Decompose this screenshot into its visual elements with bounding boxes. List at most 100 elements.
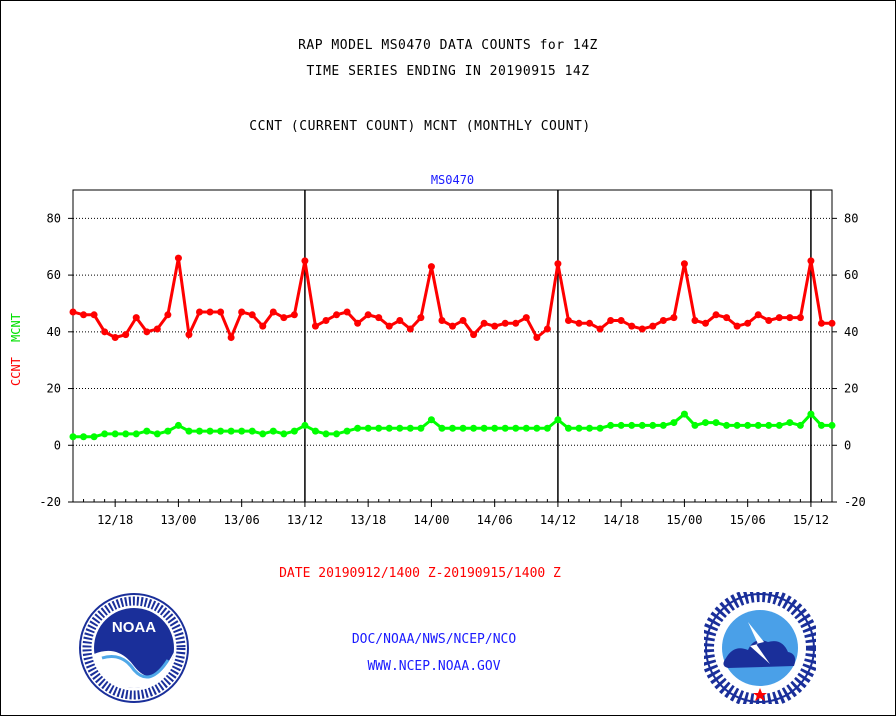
data-point-ccnt (406, 325, 414, 333)
data-point-ccnt (596, 325, 604, 333)
data-point-ccnt (607, 316, 615, 324)
data-point-mcnt (723, 421, 731, 429)
data-point-mcnt (375, 424, 383, 432)
data-point-mcnt (575, 424, 583, 432)
x-tick-label: 12/18 (97, 513, 133, 527)
data-point-mcnt (196, 427, 203, 435)
data-point-mcnt (227, 427, 235, 435)
data-point-ccnt (217, 308, 225, 316)
data-point-mcnt (459, 424, 467, 432)
data-point-mcnt (543, 424, 551, 432)
x-tick-label: 14/06 (477, 513, 513, 527)
data-point-ccnt (196, 308, 203, 316)
data-point-ccnt (248, 311, 256, 319)
data-point-ccnt (364, 311, 372, 319)
data-point-mcnt (733, 421, 741, 429)
data-point-mcnt (111, 430, 119, 438)
data-point-ccnt (659, 316, 667, 324)
y-tick-label-right: 20 (844, 382, 858, 396)
data-point-ccnt (322, 316, 330, 324)
data-point-mcnt (449, 424, 456, 432)
data-point-ccnt (101, 328, 109, 336)
data-point-ccnt (111, 333, 119, 341)
data-point-mcnt (343, 427, 351, 435)
x-tick-label: 14/18 (603, 513, 639, 527)
data-point-ccnt (459, 316, 467, 324)
data-point-mcnt (417, 424, 425, 432)
data-point-ccnt (807, 257, 815, 265)
data-point-ccnt (480, 319, 488, 327)
y-tick-label-right: -20 (844, 495, 866, 509)
data-point-mcnt (470, 424, 478, 432)
data-point-ccnt (744, 319, 752, 327)
website-link[interactable]: WWW.NCEP.NOAA.GOV (367, 659, 501, 674)
chart-subtitle: CCNT (CURRENT COUNT) MCNT (MONTHLY COUNT… (249, 119, 591, 134)
data-point-ccnt (206, 308, 214, 316)
data-point-mcnt (491, 424, 499, 432)
data-point-mcnt (659, 421, 667, 429)
data-point-ccnt (628, 322, 636, 330)
data-point-ccnt (491, 322, 499, 330)
data-point-mcnt (69, 433, 77, 441)
data-point-mcnt (522, 424, 530, 432)
data-point-mcnt (406, 424, 414, 432)
data-point-mcnt (206, 427, 214, 435)
y-axis-label-ccnt: CCNT (9, 357, 23, 386)
y-axis-label-mcnt: MCNT (9, 313, 23, 342)
org-link[interactable]: DOC/NOAA/NWS/NCEP/NCO (351, 632, 517, 647)
data-point-ccnt (449, 322, 456, 330)
data-point-mcnt (90, 433, 98, 441)
data-point-mcnt (385, 424, 393, 432)
data-point-mcnt (396, 424, 404, 432)
data-point-ccnt (132, 314, 140, 322)
data-point-ccnt (712, 311, 720, 319)
data-point-ccnt (301, 257, 309, 265)
data-point-ccnt (512, 319, 520, 327)
data-point-mcnt (132, 430, 140, 438)
data-point-mcnt (122, 430, 130, 438)
data-point-mcnt (501, 424, 509, 432)
data-point-mcnt (290, 427, 298, 435)
data-point-mcnt (596, 424, 604, 432)
data-point-mcnt (796, 421, 804, 429)
data-point-ccnt (122, 331, 130, 339)
data-point-ccnt (470, 331, 478, 339)
data-point-mcnt (712, 419, 720, 427)
x-tick-label: 13/18 (350, 513, 386, 527)
data-point-mcnt (185, 427, 193, 435)
data-point-ccnt (533, 333, 541, 341)
data-point-mcnt (280, 430, 288, 438)
data-point-mcnt (174, 421, 182, 429)
data-point-ccnt (385, 322, 393, 330)
data-point-ccnt (375, 314, 383, 322)
data-point-ccnt (680, 260, 688, 268)
data-point-ccnt (343, 308, 351, 316)
data-point-ccnt (575, 319, 583, 327)
data-point-mcnt (680, 410, 688, 418)
data-point-mcnt (765, 421, 773, 429)
data-point-mcnt (828, 421, 836, 429)
data-point-mcnt (775, 421, 783, 429)
data-point-ccnt (828, 319, 836, 327)
data-point-ccnt (90, 311, 98, 319)
data-point-ccnt (174, 254, 182, 262)
data-point-mcnt (259, 430, 267, 438)
y-tick-label: 40 (47, 325, 61, 339)
x-tick-label: 13/06 (224, 513, 260, 527)
data-point-ccnt (670, 314, 678, 322)
data-point-mcnt (248, 427, 256, 435)
data-point-mcnt (638, 421, 646, 429)
data-point-mcnt (807, 410, 815, 418)
data-point-mcnt (744, 421, 752, 429)
data-point-ccnt (522, 314, 530, 322)
data-point-ccnt (691, 316, 699, 324)
data-point-ccnt (80, 311, 88, 319)
data-point-ccnt (290, 311, 298, 319)
data-point-mcnt (533, 424, 541, 432)
plot-area (72, 189, 833, 503)
y-tick-label-right: 40 (844, 325, 858, 339)
data-point-mcnt (301, 421, 309, 429)
data-point-ccnt (586, 319, 594, 327)
data-point-mcnt (554, 416, 562, 424)
data-point-ccnt (427, 263, 435, 271)
